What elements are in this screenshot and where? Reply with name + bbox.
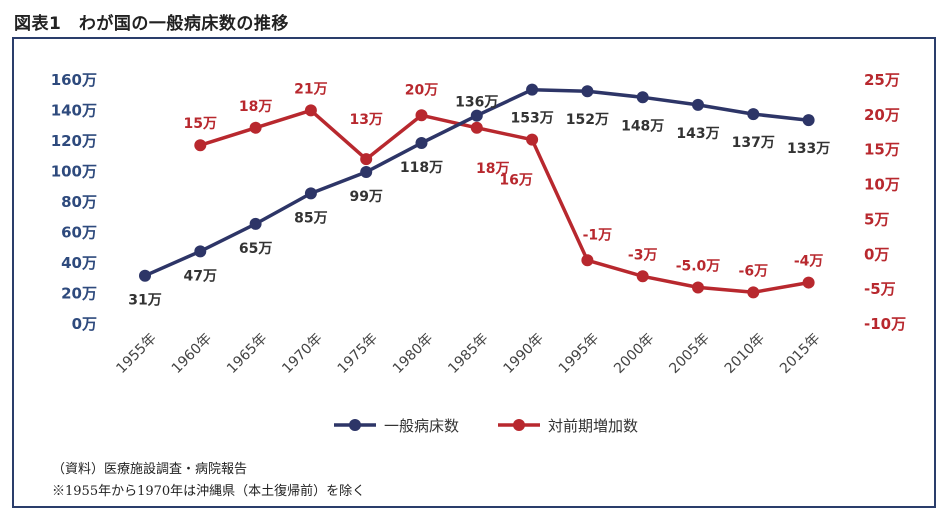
data-point-beds [802,114,815,127]
x-tick-label: 1995年 [556,331,602,377]
data-point-increase [470,121,483,134]
y-left-tick-label: 40万 [61,254,97,272]
data-label-beds: 153万 [510,111,553,127]
data-point-increase [249,121,262,134]
y-left-tick-label: 100万 [51,163,97,181]
data-point-increase [526,133,539,146]
data-label-increase: 15万 [184,116,217,132]
x-tick-label: 1965年 [224,331,270,377]
data-label-increase: 18万 [476,161,509,177]
y-left-tick-label: 60万 [61,224,97,242]
y-right-tick-label: 5万 [864,210,889,228]
y-left-tick-label: 0万 [72,315,97,333]
data-point-beds [636,91,649,104]
data-point-increase [581,254,594,267]
data-label-increase: -6万 [739,263,769,279]
data-label-beds: 148万 [621,118,664,134]
y-right-tick-label: -10万 [864,315,906,333]
data-label-beds: 31万 [128,293,161,309]
data-label-increase: 21万 [294,81,327,97]
y-right-tick-label: 20万 [864,106,900,124]
data-point-increase [194,139,207,152]
data-point-increase [636,270,649,283]
chart-frame: 0万 20万 40万 60万 80万 100万 120万 140万 160万 -10万 -5万 0万 5… [12,37,936,508]
data-label-beds: 65万 [239,241,272,257]
x-tick-label: 1970年 [279,331,325,377]
data-label-increase: 18万 [239,99,272,115]
source-note: （資料）医療施設調査・病院報告 [52,462,248,477]
y-right-tick-label: 15万 [864,141,900,159]
data-point-increase [747,286,760,299]
data-label-increase: 13万 [349,112,382,128]
data-point-increase [692,281,704,294]
y-left-tick-label: 120万 [51,132,97,150]
footnote: ※1955年から1970年は沖縄県（本土復帰前）を除く [52,484,366,499]
legend-label-beds: 一般病床数 [384,417,459,435]
data-label-increase: 20万 [405,82,438,98]
data-point-beds [249,217,262,230]
data-label-beds: 136万 [455,95,498,111]
data-label-beds: 152万 [566,112,609,128]
data-point-beds [581,85,594,98]
x-tick-label: 1955年 [113,331,159,377]
x-tick-label: 1990年 [501,331,547,377]
legend-swatch-marker-beds [349,419,361,431]
y-left-tick-label: 20万 [61,285,97,303]
data-label-increase: -1万 [583,227,613,243]
x-tick-label: 1975年 [335,331,381,377]
y-right-tick-label: 10万 [864,176,900,194]
y-left-tick-label: 140万 [51,102,97,120]
y-right-tick-label: 0万 [864,245,889,263]
data-point-beds [526,83,539,96]
data-label-beds: 99万 [349,189,382,205]
series-line-increase [199,108,809,295]
data-point-beds [304,187,317,200]
data-label-increase: -3万 [628,247,658,263]
x-tick-label: 2000年 [611,331,657,377]
data-point-increase [304,104,317,117]
data-label-increase: -4万 [794,254,824,270]
x-tick-label: 1985年 [445,331,491,377]
data-point-beds [360,166,373,179]
data-point-beds [692,98,704,111]
y-left-tick-label: 160万 [51,71,97,89]
figure-title: 図表1 わが国の一般病床数の推移 [14,14,289,34]
data-label-beds: 47万 [184,268,217,284]
data-point-beds [415,137,428,150]
data-label-increase: -5.0万 [676,258,721,274]
data-point-beds [470,109,483,122]
x-tick-label: 2005年 [666,331,712,377]
data-label-beds: 85万 [294,210,327,226]
data-label-increase: 16万 [499,173,532,189]
data-label-beds: 143万 [676,126,719,142]
x-tick-label: 1980年 [390,331,436,377]
x-tick-label: 2010年 [722,331,768,377]
y-right-tick-label: 25万 [864,71,900,89]
data-label-beds: 137万 [732,135,775,151]
y-right-tick-label: -5万 [864,280,896,298]
y-left-tick-label: 80万 [61,193,97,211]
data-point-beds [139,269,151,282]
data-point-increase [360,153,373,166]
data-label-beds: 118万 [400,160,443,176]
data-point-increase [415,109,428,122]
legend-swatch-marker-increase [513,419,525,431]
data-point-beds [194,245,207,258]
data-label-beds: 133万 [787,141,830,157]
line-chart: 0万 20万 40万 60万 80万 100万 120万 140万 160万 -10万 -5万 0万 5… [51,71,906,435]
x-tick-label: 1960年 [169,331,215,377]
x-tick-label: 2015年 [777,331,823,377]
data-point-beds [747,108,760,121]
data-point-increase [802,276,815,289]
legend-label-increase: 対前期増加数 [548,417,638,435]
